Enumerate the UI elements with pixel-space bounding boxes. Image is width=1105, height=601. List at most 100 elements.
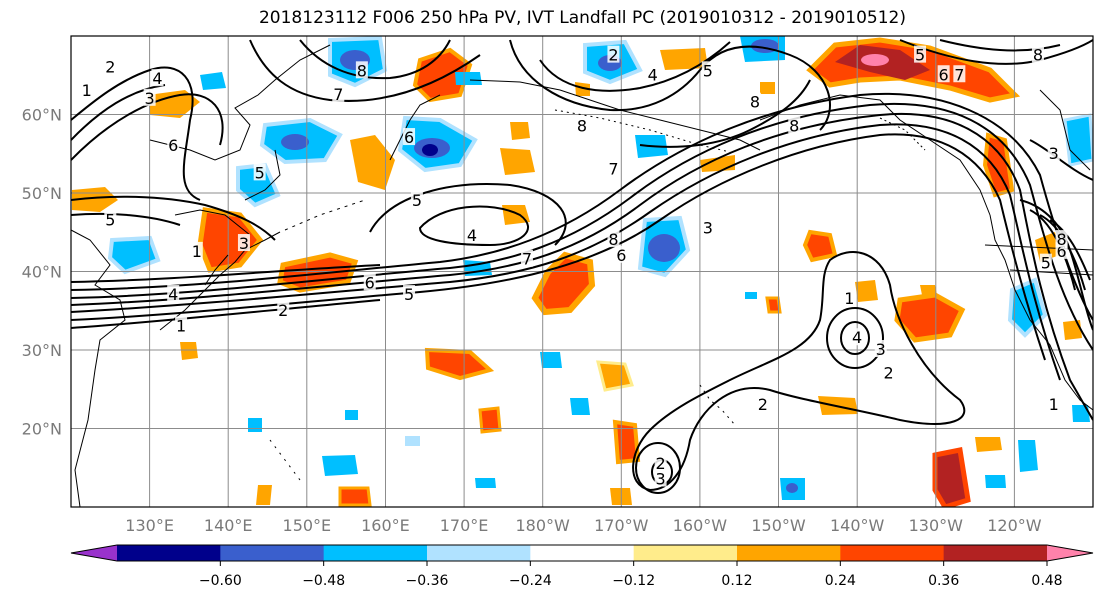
contour-label-bg bbox=[607, 230, 620, 248]
contour-label: 1 bbox=[82, 81, 92, 100]
contour-label: 5 bbox=[1041, 254, 1051, 273]
contour-label-bg bbox=[1047, 143, 1060, 161]
lon-label: 170°E bbox=[440, 516, 489, 535]
lon-label: 150°E bbox=[283, 516, 332, 535]
contour-label-bg bbox=[190, 241, 203, 259]
colorbar-segment bbox=[737, 545, 841, 561]
contour-label-bg bbox=[843, 288, 856, 306]
contour-label: 8 bbox=[1056, 230, 1066, 249]
pv-positive-anomalies bbox=[72, 37, 1082, 507]
contour-label-bg bbox=[465, 226, 478, 244]
contour-label: 5 bbox=[915, 46, 925, 65]
contour-label-bg bbox=[646, 65, 659, 83]
contour-label-bg bbox=[914, 45, 927, 63]
colorbar-tick-label: −0.60 bbox=[199, 573, 242, 589]
contour-label-bg bbox=[937, 65, 950, 83]
contour-label-bg bbox=[1039, 253, 1052, 271]
contour-label: 8 bbox=[750, 93, 760, 112]
contour-label: 3 bbox=[703, 218, 713, 237]
lon-label: 180°W bbox=[516, 516, 571, 535]
contour-label: 4 bbox=[152, 69, 162, 88]
colorbar-extend-low bbox=[71, 545, 117, 561]
lat-label: 50°N bbox=[22, 184, 62, 203]
contour-label: 2 bbox=[884, 364, 894, 383]
lon-label: 140°E bbox=[204, 516, 253, 535]
contour-label: 5 bbox=[105, 210, 115, 229]
contour-label: 2 bbox=[758, 395, 768, 414]
contour-label-bg bbox=[520, 249, 533, 267]
contour-label: 6 bbox=[939, 65, 949, 84]
contour-label: 8 bbox=[789, 116, 799, 135]
contour-label: 3 bbox=[145, 89, 155, 108]
contour-label-bg bbox=[756, 394, 769, 412]
contour-label: 5 bbox=[412, 191, 422, 210]
contour-label: 5 bbox=[703, 61, 713, 80]
contour-label: 7 bbox=[608, 159, 618, 178]
colorbar-segment bbox=[530, 545, 635, 561]
contour-label: 4 bbox=[648, 65, 658, 84]
lat-label: 60°N bbox=[22, 106, 62, 125]
contour-label-bg bbox=[363, 273, 376, 291]
contour-label: 1 bbox=[176, 316, 186, 335]
colorbar-outline bbox=[70, 544, 1094, 562]
contour-label-bg bbox=[237, 234, 250, 252]
contour-label-bg bbox=[615, 245, 628, 263]
contour-label-bg bbox=[410, 190, 423, 208]
contour-label: 2 bbox=[278, 301, 288, 320]
contour-label-bg bbox=[175, 316, 188, 334]
contour-label: 1 bbox=[844, 289, 854, 308]
colorbar-segment bbox=[840, 545, 945, 561]
lon-label: 160°E bbox=[361, 516, 410, 535]
contour-label: 4 bbox=[168, 285, 178, 304]
contour-label-bg bbox=[253, 163, 266, 181]
contour-label-bg bbox=[151, 69, 164, 87]
longitude-labels: 130°E 140°E 150°E 160°E 170°E 180°W 170°W 160°W… bbox=[125, 516, 1041, 535]
contour-label-bg bbox=[1031, 45, 1044, 63]
contour-label-bg bbox=[654, 453, 667, 471]
lon-label: 150°W bbox=[751, 516, 806, 535]
contour-label: 8 bbox=[608, 230, 618, 249]
lat-label: 30°N bbox=[22, 341, 62, 360]
contour-label-bg bbox=[953, 65, 966, 83]
contour-label-bg bbox=[403, 285, 416, 303]
contour-label: 6 bbox=[365, 273, 375, 292]
colorbar-tick-label: 0.12 bbox=[721, 573, 752, 589]
contour-label: 4 bbox=[852, 328, 862, 347]
colorbar-segment bbox=[427, 545, 531, 561]
lon-label: 160°W bbox=[673, 516, 728, 535]
coastlines bbox=[71, 44, 1093, 507]
colorbar-tick-label: −0.24 bbox=[509, 573, 552, 589]
contour-label-bg bbox=[104, 57, 117, 75]
contour-label-bg bbox=[788, 116, 801, 134]
map-frame bbox=[70, 35, 1094, 508]
contour-label: 7 bbox=[333, 85, 343, 104]
colorbar-segment bbox=[633, 545, 738, 561]
contour-label-bg bbox=[701, 218, 714, 236]
colorbar-segment bbox=[117, 545, 221, 561]
contour-label: 2 bbox=[656, 454, 666, 473]
colorbar-segment bbox=[323, 545, 428, 561]
contour-label: 6 bbox=[1056, 242, 1066, 261]
contour-label-bg bbox=[355, 61, 368, 79]
map-title: 2018123112 F006 250 hPa PV, IVT Landfall… bbox=[258, 8, 906, 28]
pv-contours bbox=[71, 39, 1093, 494]
colorbar-tick-label: −0.36 bbox=[406, 573, 449, 589]
colorbar-segment bbox=[220, 545, 325, 561]
contour-label: 5 bbox=[404, 285, 414, 304]
contour-label-bg bbox=[654, 469, 667, 487]
contour-label-bg bbox=[80, 80, 93, 98]
lon-label: 120°W bbox=[987, 516, 1042, 535]
contour-label-bg bbox=[167, 135, 180, 153]
colorbar-tick-label: −0.48 bbox=[302, 573, 345, 589]
colorbar-extend-high bbox=[1047, 545, 1093, 561]
contour-label-bg bbox=[1055, 230, 1068, 248]
contour-label-bg bbox=[701, 61, 714, 79]
contour-label: 7 bbox=[522, 250, 532, 269]
lon-label: 130°W bbox=[909, 516, 964, 535]
contour-label: 7 bbox=[954, 65, 964, 84]
contour-label: 6 bbox=[616, 246, 626, 265]
contour-label: 1 bbox=[192, 242, 202, 261]
colorbar: −0.60 −0.48 −0.36 −0.24 −0.12 0.12 0.24 0.36 0.4… bbox=[70, 544, 1094, 589]
latitude-labels: 60°N 50°N 40°N 30°N 20°N bbox=[22, 106, 62, 439]
